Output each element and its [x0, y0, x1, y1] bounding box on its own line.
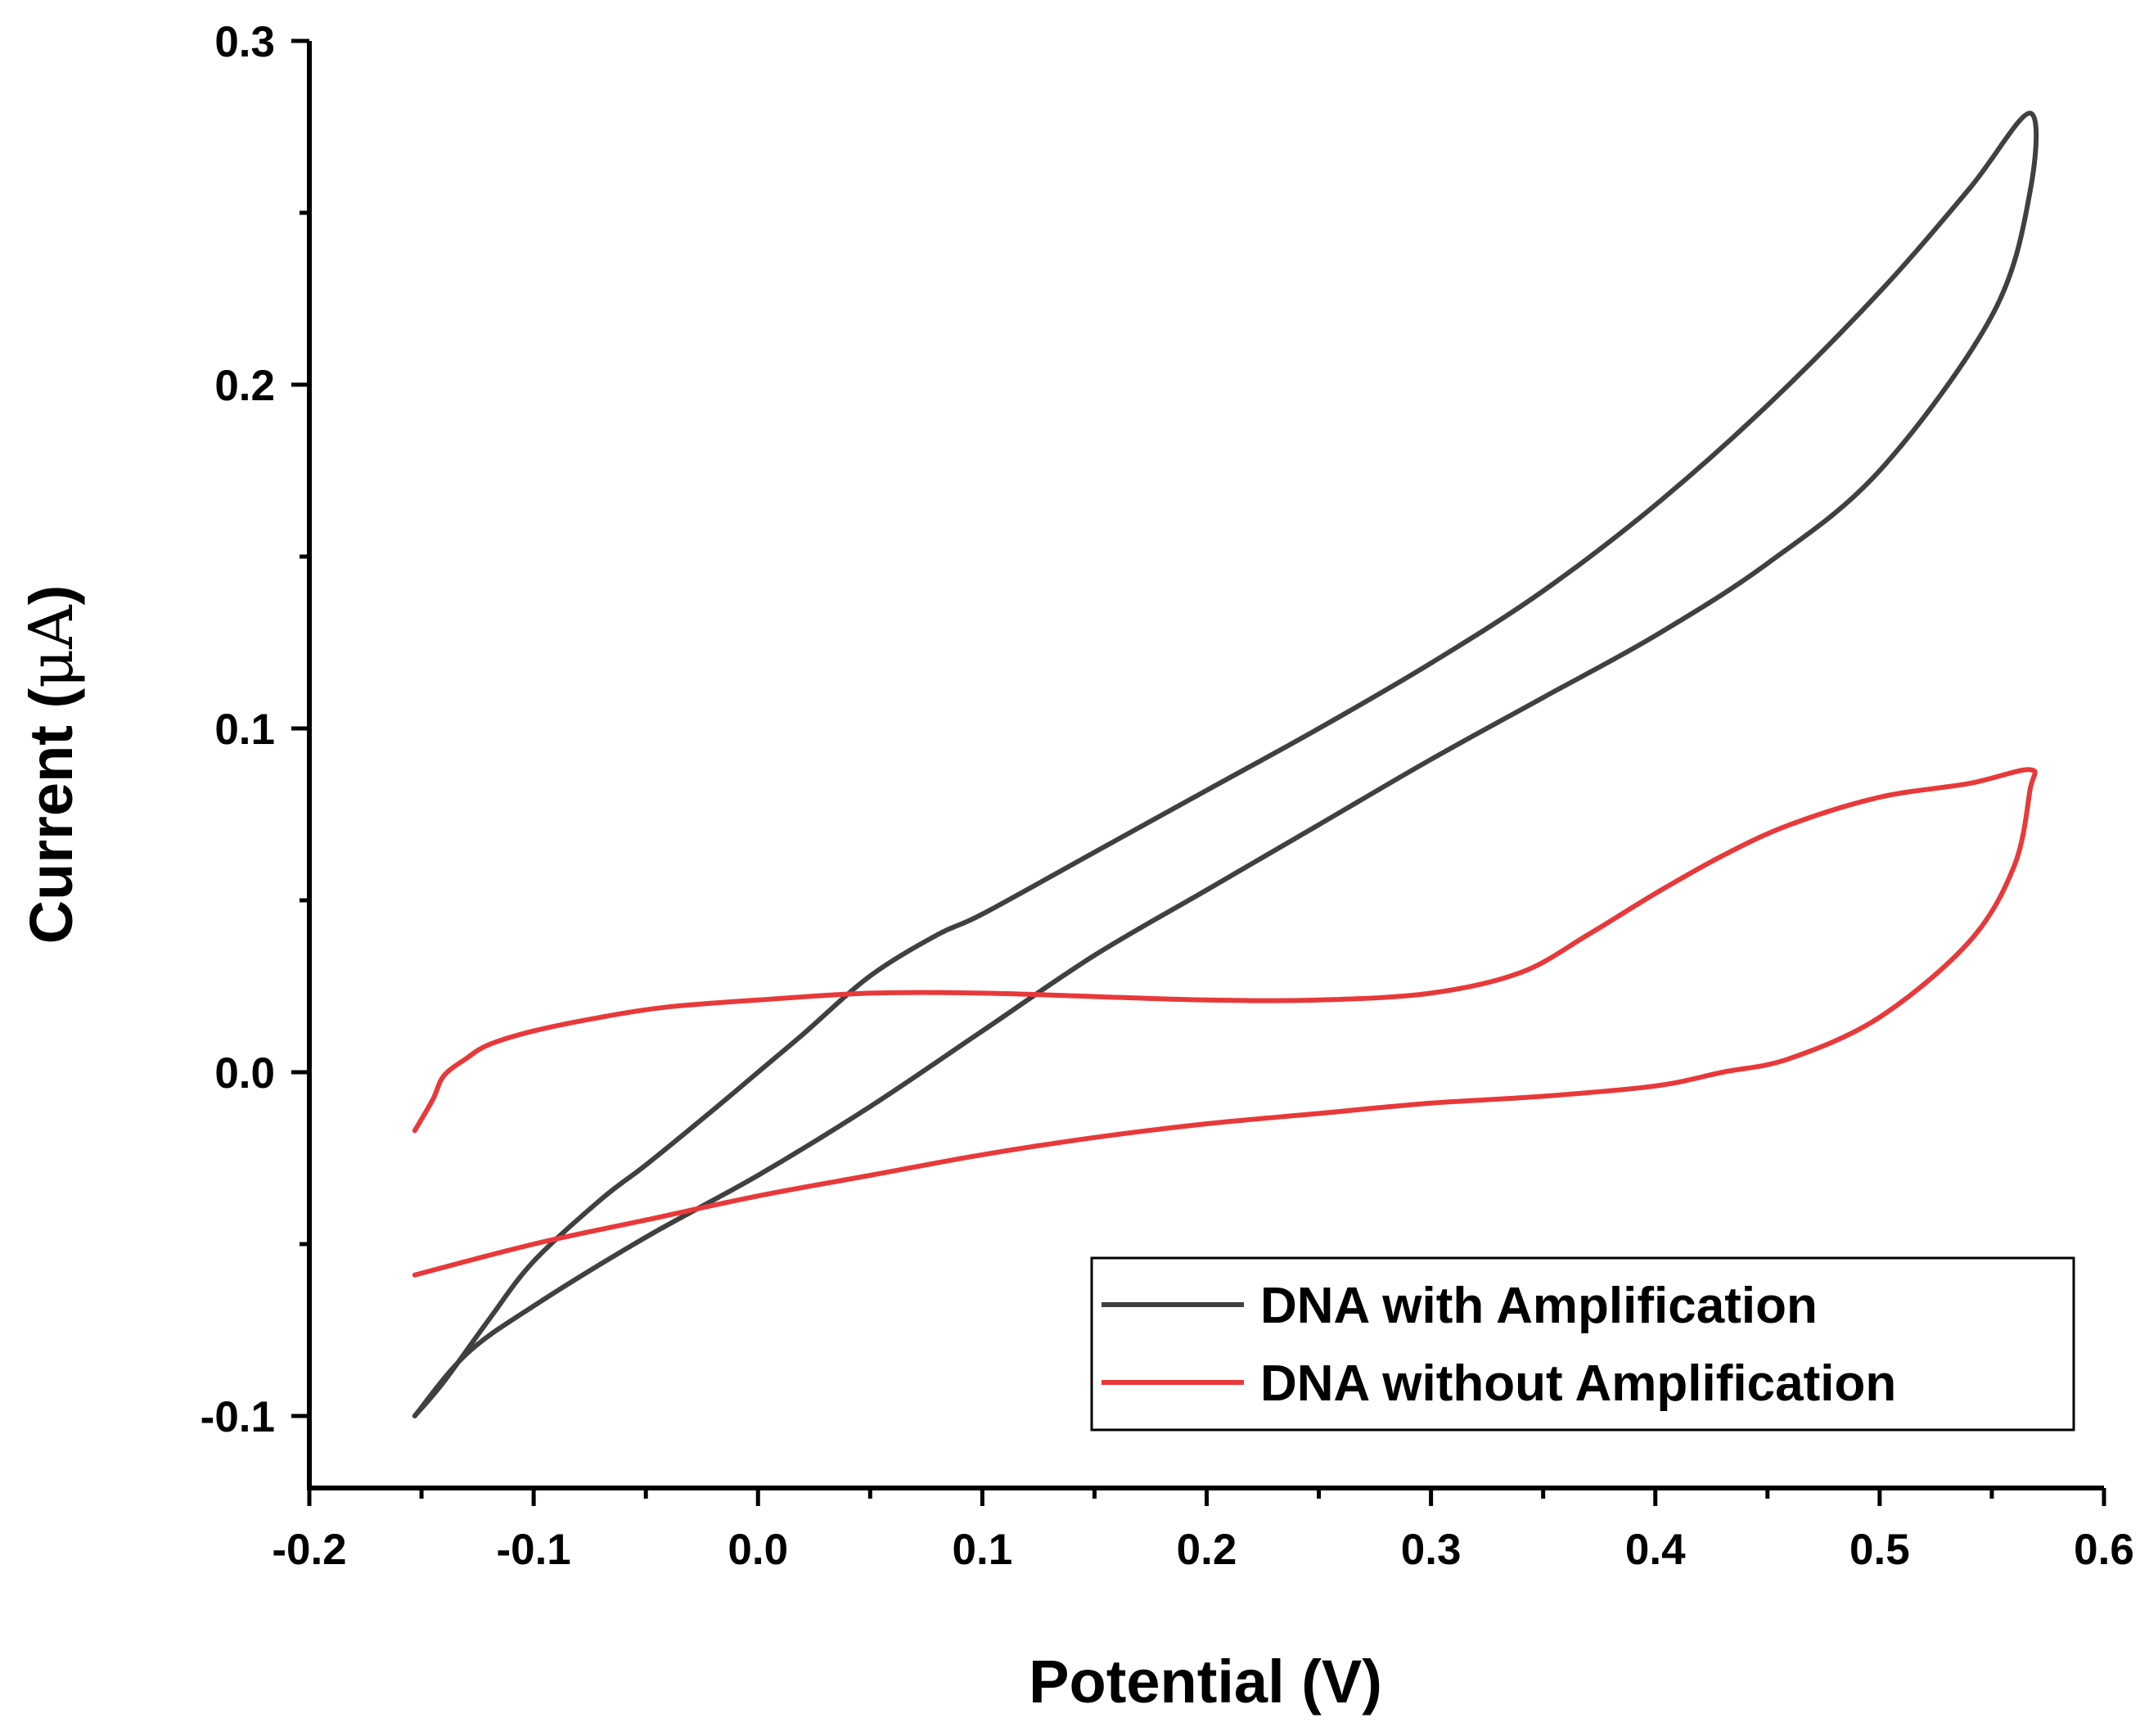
x-axis-title: Potential (V)	[1029, 1648, 1382, 1716]
series-line-without-amplification	[412, 767, 2038, 1278]
y-tick-label: 0.3	[214, 18, 275, 66]
tick-labels: -0.2 -0.1 0.0 0.1 0.2 0.3 0.4 0.5 0.6 -0.1 0.0 0.1 0…	[200, 18, 2134, 1574]
x-tick-label: 0.3	[1401, 1526, 1462, 1574]
x-tick-label: 0.4	[1625, 1526, 1686, 1574]
x-tick-label: 0.6	[2074, 1526, 2134, 1574]
y-axis-title-unit: μA	[16, 604, 87, 688]
y-tick-label: -0.1	[200, 1393, 275, 1441]
x-tick-label: 0.0	[728, 1526, 788, 1574]
y-tick-label: 0.0	[214, 1049, 275, 1098]
x-tick-label: -0.1	[496, 1526, 570, 1574]
legend-label-without-amplification: DNA without Amplification	[1260, 1355, 1896, 1412]
legend-box	[1090, 1256, 2075, 1432]
legend: DNA with Amplification DNA without Ampli…	[1090, 1256, 2075, 1432]
y-tick-label: 0.1	[214, 706, 275, 754]
x-tick-label: -0.2	[272, 1526, 346, 1574]
series-line-with-amplification	[412, 110, 2039, 1418]
series-layer	[412, 110, 2039, 1418]
y-axis-title-main: Current (	[17, 688, 85, 945]
x-tick-label: 0.2	[1177, 1526, 1237, 1574]
x-tick-label: 0.5	[1849, 1526, 1910, 1574]
axes	[307, 41, 2104, 1490]
y-axis-title: Current (μA)	[16, 585, 87, 945]
y-axis-title-close: )	[17, 585, 85, 606]
x-tick-label: 0.1	[953, 1526, 1013, 1574]
y-tick-label: 0.2	[214, 362, 275, 410]
legend-label-with-amplification: DNA with Amplification	[1260, 1278, 1818, 1334]
